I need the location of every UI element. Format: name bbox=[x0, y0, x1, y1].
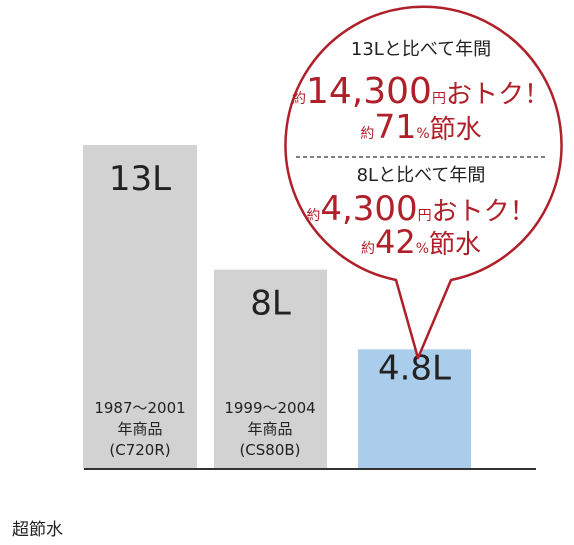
bar-value-label: 8L bbox=[250, 284, 291, 324]
bar-value-label: 13L bbox=[109, 159, 171, 199]
callout-bubble bbox=[284, 5, 563, 360]
caption-super-water-saving: 超節水 bbox=[12, 520, 63, 540]
callout-water-1: 約71%節水 bbox=[360, 107, 481, 146]
callout-savings-2: 約4,300円おトク！ bbox=[306, 189, 535, 229]
callout-heading-2: 8Lと比べて年間 bbox=[357, 165, 486, 186]
callout-heading-1: 13Lと比べて年間 bbox=[351, 39, 491, 60]
bar-cs80b bbox=[214, 269, 327, 469]
bar-sub-label: (CS80B) bbox=[239, 441, 300, 459]
bar-super-saving bbox=[358, 349, 471, 469]
bar-sub-label: 1999〜2004 bbox=[224, 399, 315, 417]
bar-value-label: 4.8L bbox=[378, 348, 451, 388]
bar-sub-label: 年商品 bbox=[117, 420, 162, 438]
callout-water-2: 約42%節水 bbox=[361, 223, 481, 261]
bar-sub-label: 年商品 bbox=[247, 420, 292, 438]
bar-sub-label: 1987〜2001 bbox=[94, 399, 185, 417]
bar-c720r bbox=[83, 145, 197, 469]
callout-savings-1: 約14,300円おトク！ bbox=[292, 71, 550, 112]
bar-sub-label: (C720R) bbox=[109, 441, 170, 459]
